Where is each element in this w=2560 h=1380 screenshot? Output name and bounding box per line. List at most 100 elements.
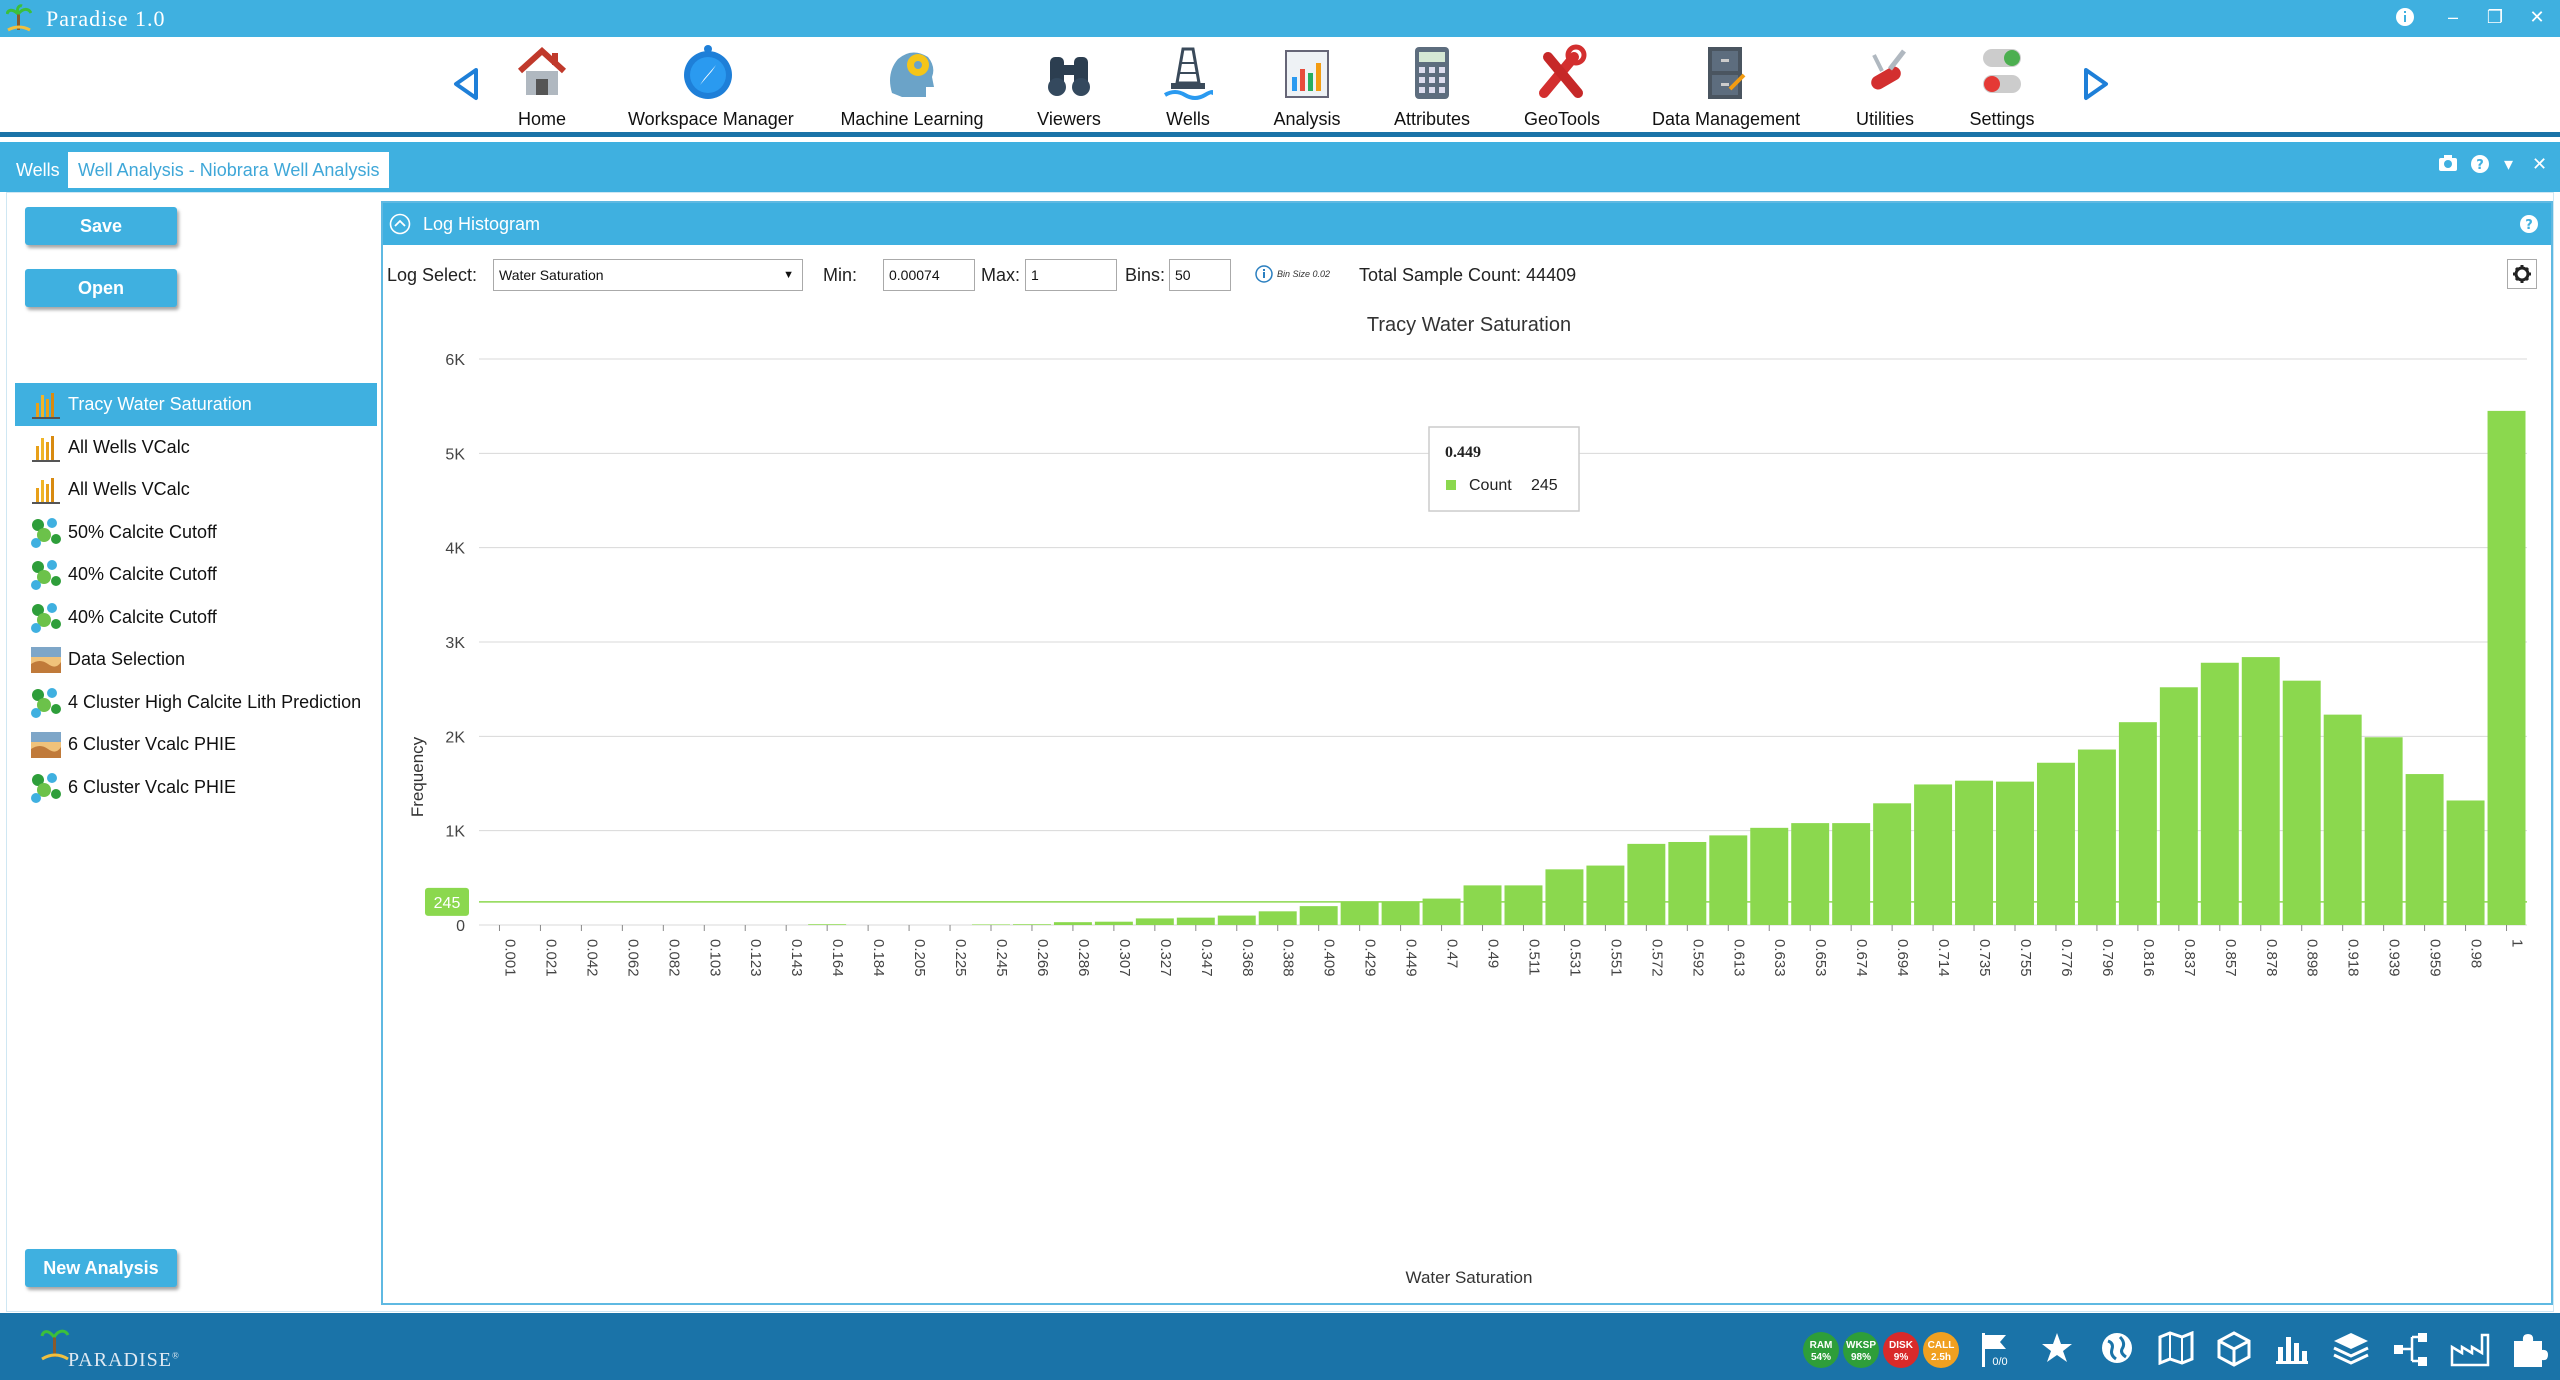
histogram-bar[interactable]	[1381, 901, 1420, 925]
histogram-bar[interactable]	[2323, 714, 2362, 925]
collapse-icon[interactable]	[389, 213, 411, 235]
histogram-bar[interactable]	[1012, 924, 1051, 925]
ribbon-home[interactable]: Home	[512, 43, 572, 130]
x-tick-label: 0.796	[2099, 939, 2116, 977]
histogram-bar[interactable]	[1258, 911, 1297, 925]
minimize-button[interactable]: –	[2447, 7, 2458, 27]
bar-chart-icon[interactable]	[2274, 1331, 2310, 1365]
chart-settings-button[interactable]	[2507, 259, 2537, 289]
star-icon[interactable]	[2040, 1331, 2074, 1365]
histogram-bar[interactable]	[2241, 657, 2280, 925]
histogram-bar[interactable]	[972, 924, 1010, 925]
histogram-bar[interactable]	[1217, 915, 1256, 925]
ribbon-viewers[interactable]: Viewers	[1034, 43, 1104, 130]
histogram-bar[interactable]	[2487, 410, 2526, 926]
close-button[interactable]: ✕	[2529, 7, 2545, 27]
puzzle-icon[interactable]	[2510, 1331, 2548, 1369]
histogram-bar[interactable]	[1299, 906, 1338, 925]
histogram-bar[interactable]	[1668, 841, 1707, 925]
tab-well-analysis[interactable]: Well Analysis - Niobrara Well Analysis	[68, 152, 390, 188]
analysis-list-item[interactable]: 6 Cluster Vcalc PHIE	[15, 723, 377, 766]
tab-menu-chevron-icon[interactable]: ▾	[2504, 154, 2514, 174]
histogram-bar[interactable]	[2118, 722, 2157, 925]
analysis-list-item[interactable]: 6 Cluster Vcalc PHIE	[15, 766, 377, 809]
bins-input[interactable]: 50	[1169, 259, 1231, 291]
ribbon-machine-learning[interactable]: Machine Learning	[836, 43, 988, 130]
histogram-bar[interactable]	[2282, 680, 2321, 925]
histogram-bar[interactable]	[2036, 762, 2075, 925]
layers-icon[interactable]	[2332, 1331, 2370, 1367]
cube-icon[interactable]	[2216, 1331, 2252, 1367]
landscape-icon	[31, 647, 61, 673]
histogram-bar[interactable]	[1791, 823, 1830, 925]
ribbon-prev-arrow-icon[interactable]	[452, 67, 480, 101]
analysis-list-item[interactable]: 40% Calcite Cutoff	[15, 596, 377, 639]
tab-close-icon[interactable]: ✕	[2532, 154, 2548, 174]
ribbon-data-management[interactable]: Data Management	[1652, 43, 1800, 130]
histogram-bar[interactable]	[2405, 774, 2444, 925]
camera-icon[interactable]	[2438, 154, 2458, 177]
restore-button[interactable]: ❐	[2486, 7, 2504, 27]
open-button[interactable]: Open	[25, 269, 177, 307]
ribbon-geotools[interactable]: GeoTools	[1524, 43, 1600, 130]
histogram-bar[interactable]	[2077, 749, 2116, 925]
network-icon[interactable]	[2392, 1331, 2430, 1367]
analysis-list-item[interactable]: Data Selection	[15, 638, 377, 681]
histogram-bar[interactable]	[1914, 784, 1953, 925]
log-select-dropdown[interactable]: Water Saturation ▼	[493, 259, 803, 291]
histogram-bar[interactable]	[1709, 835, 1748, 925]
ribbon-utilities[interactable]: Utilities	[1852, 43, 1918, 130]
histogram-bar[interactable]	[1627, 843, 1666, 925]
histogram-bar[interactable]	[1955, 780, 1994, 925]
ribbon-attributes[interactable]: Attributes	[1390, 43, 1474, 130]
ribbon-workspace-manager[interactable]: Workspace Manager	[628, 43, 794, 130]
analysis-list-item[interactable]: Tracy Water Saturation	[15, 383, 377, 426]
max-input[interactable]: 1	[1025, 259, 1117, 291]
x-tick-label: 0.531	[1566, 939, 1583, 977]
analysis-list-item[interactable]: All Wells VCalc	[15, 468, 377, 511]
x-tick-label: 0.49	[1485, 939, 1502, 968]
bin-info-icon[interactable]	[1255, 265, 1273, 283]
histogram-bar[interactable]	[808, 924, 847, 925]
histogram-bar[interactable]	[2364, 737, 2403, 925]
histogram-bar[interactable]	[1135, 918, 1174, 925]
factory-icon[interactable]	[2450, 1331, 2490, 1367]
map-icon[interactable]	[2158, 1331, 2194, 1365]
ribbon-next-arrow-icon[interactable]	[2082, 67, 2110, 101]
analysis-list-item[interactable]: All Wells VCalc	[15, 426, 377, 469]
panel-help-icon[interactable]: ?	[2519, 214, 2539, 234]
new-analysis-button[interactable]: New Analysis	[25, 1249, 177, 1287]
save-button[interactable]: Save	[25, 207, 177, 245]
histogram-bar[interactable]	[2200, 662, 2239, 925]
tab-wells[interactable]: Wells	[16, 160, 60, 180]
histogram-bar[interactable]	[1504, 885, 1543, 925]
globe-icon[interactable]	[2100, 1331, 2134, 1365]
histogram-bar[interactable]	[1176, 917, 1215, 925]
histogram-bar[interactable]	[1463, 885, 1502, 925]
histogram-bar[interactable]	[1873, 803, 1912, 925]
ribbon-analysis[interactable]: Analysis	[1272, 43, 1342, 130]
analysis-list-item-label: All Wells VCalc	[68, 436, 190, 457]
min-input[interactable]: 0.00074	[883, 259, 975, 291]
histogram-bar[interactable]	[1750, 827, 1789, 925]
histogram-bar[interactable]	[1053, 922, 1092, 925]
histogram-bar[interactable]	[2446, 800, 2485, 925]
ribbon-settings[interactable]: Settings	[1966, 43, 2038, 130]
ribbon-wells[interactable]: Wells	[1160, 43, 1216, 130]
histogram-bar[interactable]	[1832, 823, 1871, 925]
help-icon[interactable]: ?	[2470, 154, 2490, 179]
histogram-bar[interactable]	[1340, 901, 1379, 925]
flag-icon[interactable]: 0/0	[1980, 1331, 2014, 1369]
histogram-bar[interactable]	[1094, 921, 1133, 925]
analysis-list-item[interactable]: 40% Calcite Cutoff	[15, 553, 377, 596]
analysis-list-item[interactable]: 50% Calcite Cutoff	[15, 511, 377, 554]
info-icon[interactable]	[2392, 7, 2418, 32]
x-tick-label: 0.388	[1280, 939, 1297, 977]
histogram-bar[interactable]	[1422, 898, 1461, 925]
analysis-list-item[interactable]: 4 Cluster High Calcite Lith Prediction	[15, 681, 377, 724]
histogram-bar[interactable]	[1996, 781, 2034, 925]
histogram-bar[interactable]	[1586, 865, 1625, 925]
histogram-bar[interactable]	[1545, 869, 1584, 925]
histogram-bar[interactable]	[2159, 687, 2198, 925]
histogram-chart[interactable]: Tracy Water Saturation Water Saturation …	[383, 297, 2551, 1303]
